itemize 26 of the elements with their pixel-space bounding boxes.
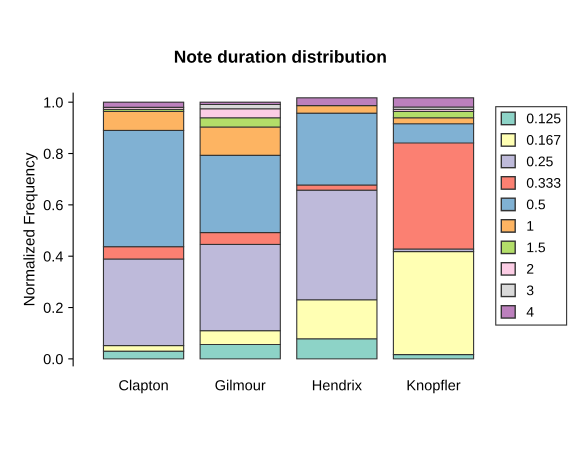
- bar: [392, 97, 474, 108]
- y-tick-label: 0.8: [44, 148, 63, 159]
- bar: [200, 102, 281, 106]
- y-tick-label: 0.2: [44, 302, 63, 313]
- y-axis-title: Normalized Frequency: [23, 152, 38, 306]
- chart-title: Note duration distribution: [174, 50, 386, 63]
- x-tick-label: Knopfler: [408, 380, 460, 394]
- bar: [102, 102, 184, 108]
- legend-label: 3: [526, 285, 534, 296]
- y-tick-label: 0.6: [44, 200, 63, 210]
- legend-label: 0.5: [526, 199, 546, 210]
- legend-label: 1.5: [527, 242, 546, 252]
- x-tick-label: Gilmour: [215, 380, 266, 390]
- bar: [392, 251, 474, 356]
- legend-label: 1: [527, 221, 534, 231]
- y-tick-label: 1.0: [44, 97, 63, 108]
- legend-label: 2: [527, 264, 534, 274]
- legend-label: 0.125: [526, 114, 560, 124]
- legend-label: 4: [526, 307, 534, 317]
- legend-label: 0.25: [526, 156, 553, 166]
- y-tick-label: 0.0: [44, 354, 63, 364]
- y-tick-label: 0.4: [44, 251, 63, 262]
- x-tick-label: Hendrix: [312, 380, 362, 390]
- legend-label: 0.167: [526, 134, 560, 145]
- legend-label: 0.333: [526, 178, 560, 188]
- x-tick-label: Clapton: [119, 380, 168, 394]
